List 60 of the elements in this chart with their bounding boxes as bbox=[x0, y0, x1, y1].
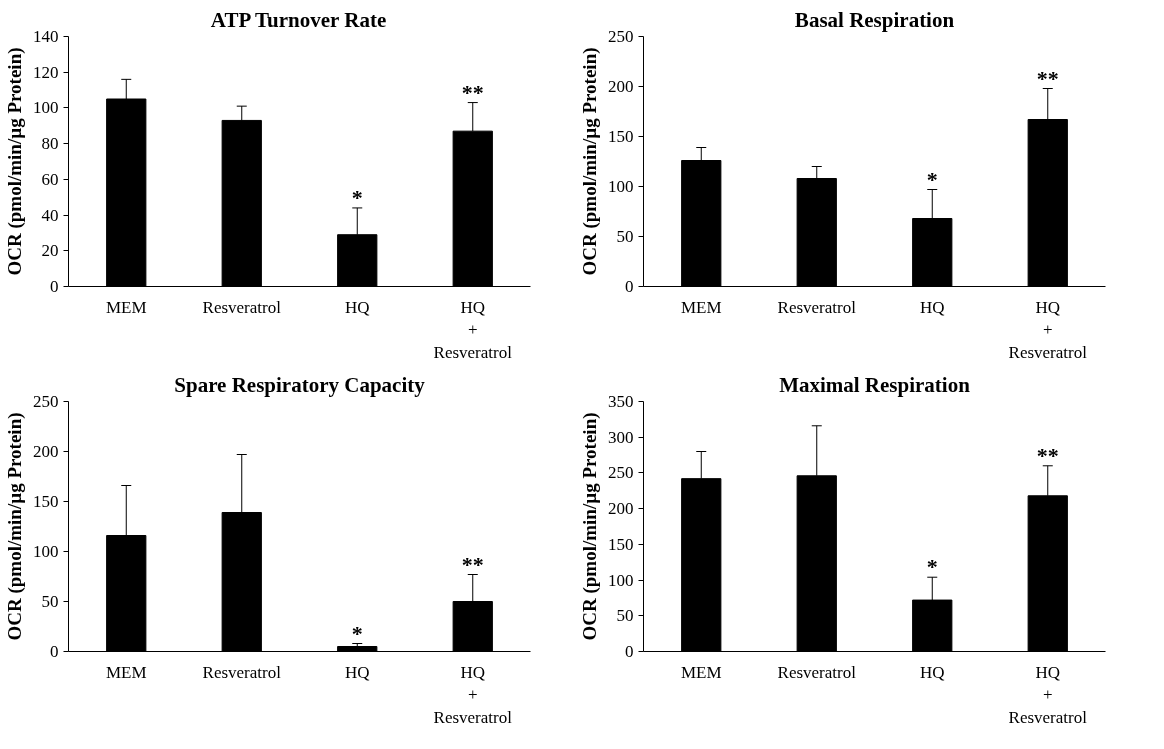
y-tick-label: 100 bbox=[33, 98, 59, 118]
y-axis-title: OCR (pmol/min/µg Protein) bbox=[4, 412, 26, 641]
annotation: ** bbox=[461, 79, 484, 105]
annotation: * bbox=[351, 184, 363, 210]
x-tick-label: MEM bbox=[105, 662, 147, 682]
chart-title: Spare Respiratory Capacity bbox=[174, 372, 426, 397]
annotation: ** bbox=[461, 551, 484, 577]
y-tick-label: 100 bbox=[608, 177, 634, 196]
y-tick-label: 100 bbox=[33, 542, 59, 561]
x-tick-label: Resveratrol bbox=[777, 662, 857, 682]
annotation: * bbox=[926, 166, 938, 192]
y-axis-title: OCR (pmol/min/µg Protein) bbox=[579, 412, 601, 641]
x-tick-label: HQ + Resveratrol bbox=[1008, 297, 1088, 363]
chart-title: Maximal Respiration bbox=[779, 372, 971, 397]
y-tick-label: 250 bbox=[33, 392, 59, 411]
y-tick-label: 120 bbox=[33, 62, 59, 82]
y-tick-label: 200 bbox=[33, 442, 59, 461]
annotation: ** bbox=[1036, 442, 1059, 468]
y-tick-label: 140 bbox=[33, 27, 59, 46]
x-tick-label: HQ + Resveratrol bbox=[1008, 662, 1088, 728]
x-tick-label: HQ + Resveratrol bbox=[433, 297, 513, 363]
chart-title: ATP Turnover Rate bbox=[210, 7, 387, 32]
annotation: * bbox=[926, 554, 938, 580]
x-tick-label: MEM bbox=[680, 297, 722, 317]
y-tick-label: 250 bbox=[608, 463, 634, 483]
y-axis-title: OCR (pmol/min/µg Protein) bbox=[579, 47, 601, 276]
x-tick-label: HQ + Resveratrol bbox=[433, 662, 513, 728]
y-tick-label: 80 bbox=[41, 134, 59, 154]
y-tick-label: 50 bbox=[41, 592, 59, 611]
y-tick-label: 150 bbox=[608, 534, 634, 554]
x-tick-label: MEM bbox=[680, 662, 722, 682]
y-tick-label: 20 bbox=[41, 241, 59, 261]
y-tick-label: 250 bbox=[608, 27, 634, 46]
y-tick-label: 0 bbox=[50, 642, 59, 661]
y-tick-label: 150 bbox=[33, 492, 59, 511]
y-tick-label: 350 bbox=[608, 392, 634, 411]
x-tick-label: Resveratrol bbox=[202, 297, 282, 317]
x-tick-label: HQ bbox=[344, 662, 370, 682]
y-tick-label: 150 bbox=[608, 127, 634, 146]
y-axis-title: OCR (pmol/min/µg Protein) bbox=[4, 47, 26, 276]
x-tick-label: HQ bbox=[344, 297, 370, 317]
y-tick-label: 50 bbox=[616, 227, 634, 246]
y-tick-label: 300 bbox=[608, 427, 634, 447]
x-tick-label: MEM bbox=[105, 297, 147, 317]
x-tick-label: Resveratrol bbox=[202, 662, 282, 682]
chart-title: Basal Respiration bbox=[794, 7, 955, 32]
y-tick-label: 60 bbox=[41, 169, 59, 189]
y-tick-label: 0 bbox=[625, 277, 634, 296]
x-tick-label: HQ bbox=[919, 662, 945, 682]
annotation: * bbox=[351, 620, 363, 646]
y-tick-label: 200 bbox=[608, 77, 634, 96]
y-tick-label: 100 bbox=[608, 570, 634, 590]
y-tick-label: 0 bbox=[50, 277, 59, 296]
y-tick-label: 40 bbox=[41, 205, 59, 225]
annotation: ** bbox=[1036, 65, 1059, 91]
y-tick-label: 200 bbox=[608, 499, 634, 519]
x-tick-label: Resveratrol bbox=[777, 297, 857, 317]
y-tick-label: 0 bbox=[625, 642, 634, 661]
y-tick-label: 50 bbox=[616, 606, 634, 626]
x-tick-label: HQ bbox=[919, 297, 945, 317]
